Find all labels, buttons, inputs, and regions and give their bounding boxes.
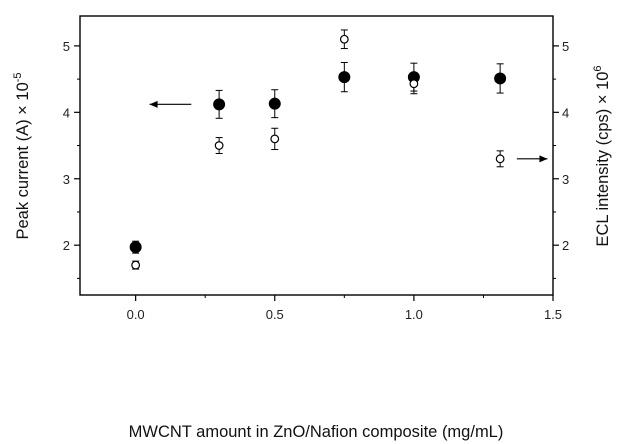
x-axis-title: MWCNT amount in ZnO/Nafion composite (mg… xyxy=(129,423,504,441)
y-right-tick-label: 4 xyxy=(562,105,569,120)
y-axis-left-title-text: Peak current (A) × 10 xyxy=(14,82,32,239)
peak-current-point xyxy=(494,72,507,85)
axis-arrow-head xyxy=(539,155,548,163)
ecl-intensity-point xyxy=(131,260,141,270)
y-axis-right-title: ECL intensity (cps) × 106 xyxy=(592,65,612,246)
y-right-tick-label: 2 xyxy=(562,238,569,253)
marks-layer xyxy=(129,29,548,270)
ecl-intensity-point xyxy=(495,154,505,164)
ecl-intensity-point xyxy=(409,79,419,89)
peak-current-point xyxy=(268,97,281,110)
peak-current-point xyxy=(338,71,351,84)
axis-arrow-head xyxy=(149,100,158,108)
ticks-layer: 0.0 0.5 1.0 1.5 2 3 4 5 2 3 4 5 xyxy=(63,39,569,322)
ecl-intensity-point xyxy=(270,134,280,144)
y-axis-left-title: Peak current (A) × 10-5 xyxy=(12,72,32,239)
x-tick-label: 1.0 xyxy=(405,307,423,322)
x-tick-label: 1.5 xyxy=(544,307,562,322)
y-left-tick-label: 5 xyxy=(63,39,70,54)
peak-current-point xyxy=(129,241,142,254)
ecl-intensity-point xyxy=(214,141,224,150)
y-right-tick-label: 3 xyxy=(562,172,569,187)
ecl-intensity-point xyxy=(339,34,349,44)
plot-frame xyxy=(79,15,554,296)
y-left-tick-label: 4 xyxy=(63,105,70,120)
x-tick-label: 0.5 xyxy=(266,307,284,322)
y-axis-left-title-exponent: -5 xyxy=(12,72,24,82)
y-left-tick-label: 3 xyxy=(63,172,70,187)
x-tick-label: 0.0 xyxy=(127,307,145,322)
y-left-tick-label: 2 xyxy=(63,238,70,253)
y-axis-right-title-text: ECL intensity (cps) × 10 xyxy=(594,72,612,247)
peak-current-point xyxy=(213,98,226,111)
y-axis-right-title-exponent: 6 xyxy=(592,65,604,71)
y-right-tick-label: 5 xyxy=(562,39,569,54)
